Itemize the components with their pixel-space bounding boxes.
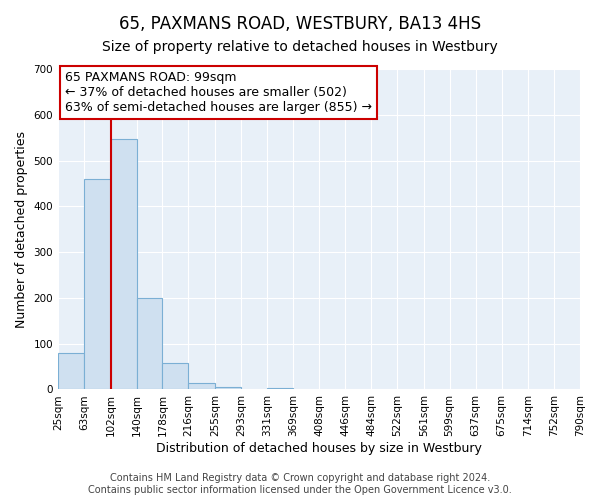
X-axis label: Distribution of detached houses by size in Westbury: Distribution of detached houses by size … (156, 442, 482, 455)
Text: Contains HM Land Registry data © Crown copyright and database right 2024.
Contai: Contains HM Land Registry data © Crown c… (88, 474, 512, 495)
Text: 65 PAXMANS ROAD: 99sqm
← 37% of detached houses are smaller (502)
63% of semi-de: 65 PAXMANS ROAD: 99sqm ← 37% of detached… (65, 72, 372, 114)
Bar (84, 179, 110, 390)
Bar (137, 298, 163, 390)
Bar (188, 382, 215, 390)
Bar (110, 138, 137, 390)
Bar (163, 364, 188, 390)
Y-axis label: Number of detached properties: Number of detached properties (15, 130, 28, 328)
Bar (215, 387, 241, 390)
Bar (58, 353, 84, 390)
Text: Size of property relative to detached houses in Westbury: Size of property relative to detached ho… (102, 40, 498, 54)
Bar (267, 388, 293, 390)
Text: 65, PAXMANS ROAD, WESTBURY, BA13 4HS: 65, PAXMANS ROAD, WESTBURY, BA13 4HS (119, 15, 481, 33)
